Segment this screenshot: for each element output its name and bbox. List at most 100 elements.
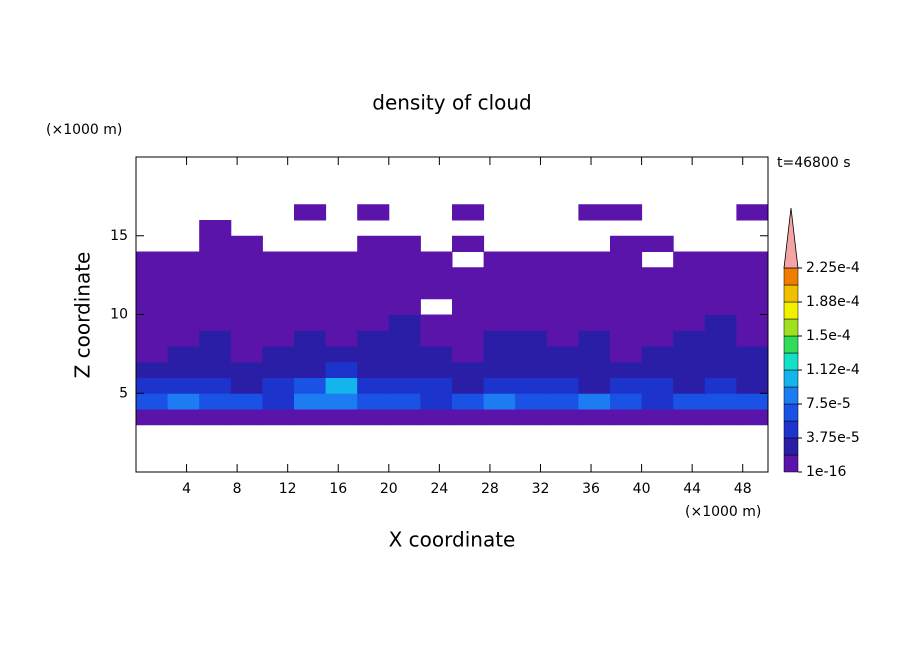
field-cell — [420, 330, 453, 347]
field-cell — [357, 314, 390, 331]
field-cell — [357, 251, 390, 268]
field-cell — [199, 409, 232, 426]
field-cell — [325, 314, 358, 331]
field-cell — [420, 393, 453, 410]
field-cell — [388, 235, 421, 252]
x-tick-label: 24 — [430, 481, 448, 497]
field-cell — [610, 267, 643, 284]
field-cell — [736, 377, 769, 394]
field-cell — [704, 283, 737, 300]
field-cell — [325, 393, 358, 410]
field-cell — [641, 361, 674, 378]
field-cell — [641, 314, 674, 331]
field-cell — [136, 330, 169, 347]
field-cell — [704, 377, 737, 394]
field-cell — [483, 267, 516, 284]
x-axis-label: X coordinate — [389, 528, 516, 552]
field-cell — [167, 267, 200, 284]
field-cell — [641, 393, 674, 410]
field-cell — [641, 267, 674, 284]
field-cell — [262, 314, 295, 331]
field-cell — [262, 251, 295, 268]
field-cell — [262, 298, 295, 315]
field-cell — [388, 409, 421, 426]
field-cell — [546, 361, 579, 378]
field-cell — [230, 330, 263, 347]
field-cell — [167, 283, 200, 300]
field-cell — [673, 267, 706, 284]
chart-title: density of cloud — [372, 91, 531, 115]
x-tick-label: 48 — [734, 481, 752, 497]
field-cell — [546, 251, 579, 268]
y-tick-label: 10 — [110, 307, 128, 323]
field-cell — [736, 409, 769, 426]
colorbar-box — [783, 454, 799, 473]
y-tick-label: 5 — [119, 385, 128, 401]
field-cell — [673, 330, 706, 347]
colorbar-box — [783, 284, 799, 303]
field-cell — [452, 346, 485, 363]
field-cell — [262, 377, 295, 394]
field-cell — [167, 298, 200, 315]
field-cell — [704, 361, 737, 378]
colorbar-box — [783, 267, 799, 286]
field-cell — [673, 361, 706, 378]
field-cell — [167, 409, 200, 426]
field-cell — [546, 314, 579, 331]
colorbar-box — [783, 420, 799, 439]
field-cell — [199, 346, 232, 363]
field-cell — [388, 393, 421, 410]
field-cell — [610, 283, 643, 300]
field-cell — [641, 377, 674, 394]
field-cell — [610, 314, 643, 331]
field-cell — [610, 298, 643, 315]
field-cell — [515, 361, 548, 378]
field-cell — [167, 361, 200, 378]
colorbar-label: 2.25e-4 — [806, 260, 860, 276]
field-cell — [515, 346, 548, 363]
field-cell — [357, 267, 390, 284]
field-cell — [325, 298, 358, 315]
field-cell — [420, 283, 453, 300]
field-cell — [704, 409, 737, 426]
field-cell — [515, 283, 548, 300]
field-cell — [388, 283, 421, 300]
field-cell — [357, 204, 390, 221]
field-cell — [357, 283, 390, 300]
field-cell — [578, 267, 611, 284]
field-cell — [452, 314, 485, 331]
field-cell — [641, 409, 674, 426]
field-cell — [230, 267, 263, 284]
x-tick-label: 36 — [582, 481, 600, 497]
field-cell — [515, 298, 548, 315]
field-cell — [483, 361, 516, 378]
plot-frame — [135, 156, 769, 473]
colorbar-extend — [783, 207, 799, 269]
field-cell — [199, 220, 232, 237]
field-cell — [420, 409, 453, 426]
field-cell — [452, 204, 485, 221]
field-cell — [704, 298, 737, 315]
field-cell — [736, 361, 769, 378]
field-cell — [136, 409, 169, 426]
field-cell — [262, 361, 295, 378]
field-cell — [452, 361, 485, 378]
field-cell — [673, 283, 706, 300]
field-cell — [199, 251, 232, 268]
field-cell — [515, 251, 548, 268]
field-cell — [294, 330, 327, 347]
field-cell — [736, 283, 769, 300]
field-cell — [610, 251, 643, 268]
field-cell — [546, 267, 579, 284]
field-cell — [515, 393, 548, 410]
field-cell — [578, 361, 611, 378]
field-cell — [357, 298, 390, 315]
field-cell — [230, 409, 263, 426]
field-cell — [515, 377, 548, 394]
field-cell — [294, 204, 327, 221]
field-cell — [262, 393, 295, 410]
field-cell — [167, 251, 200, 268]
field-cell — [578, 251, 611, 268]
field-cell — [167, 346, 200, 363]
